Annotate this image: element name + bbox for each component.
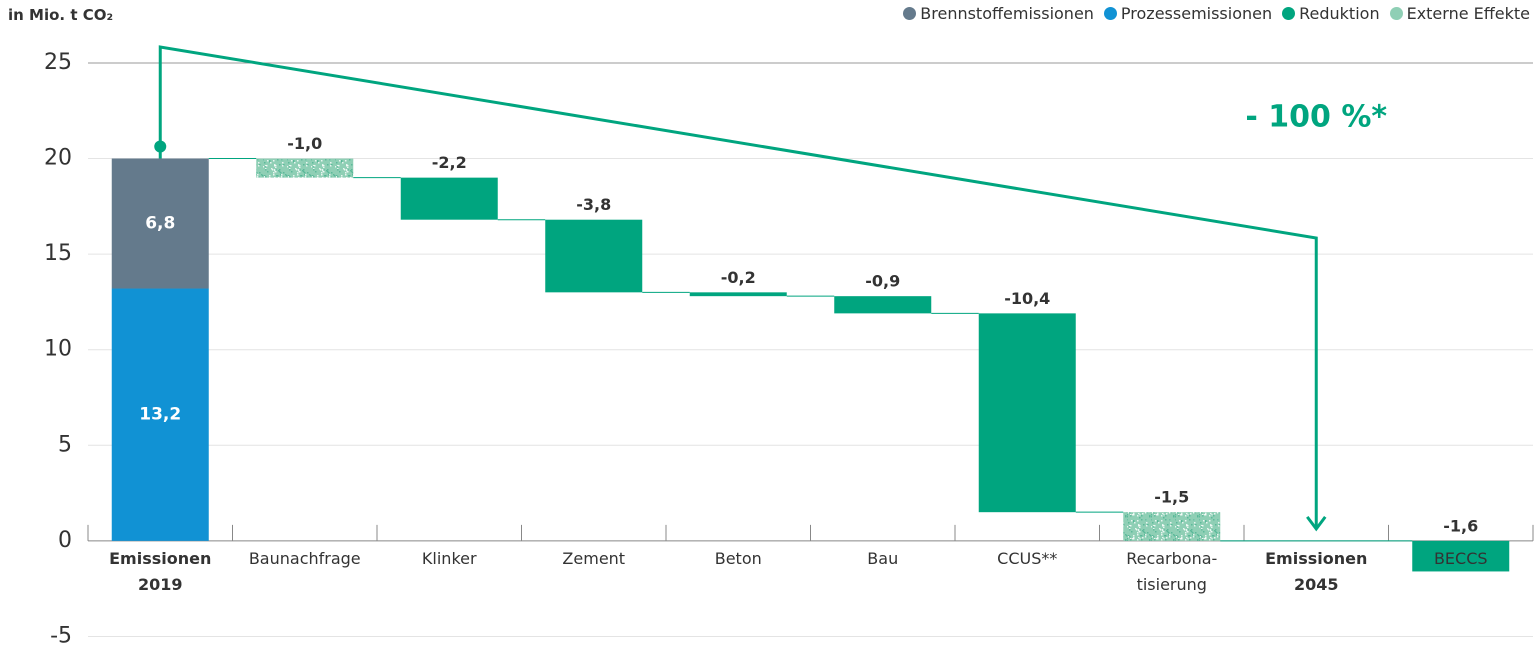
legend-item: Prozessemissionen: [1103, 4, 1273, 23]
y-tick-label: 0: [58, 528, 72, 553]
data-label: -1,0: [287, 134, 322, 153]
x-tick-label: Emissionen 2019: [109, 549, 212, 594]
data-label: -0,9: [865, 272, 900, 291]
y-tick-label: 25: [44, 50, 72, 75]
bar: [834, 296, 932, 314]
legend-swatch: [1282, 7, 1296, 20]
bar-segment: [111, 158, 209, 289]
y-tick-label: 20: [44, 146, 72, 171]
bar: [545, 219, 643, 293]
data-label: -1,5: [1154, 488, 1189, 507]
x-tick-label: Recarbona-tisierung: [1126, 549, 1218, 594]
data-label: -1,6: [1443, 516, 1478, 535]
data-label: 6,8: [145, 214, 175, 234]
data-label: -3,8: [576, 195, 611, 214]
x-tick-label: Emissionen 2045: [1265, 549, 1368, 594]
y-tick-label: -5: [50, 623, 72, 646]
legend-swatch: [1103, 7, 1117, 20]
data-label: -10,4: [1004, 289, 1050, 308]
bar-segment: [111, 288, 209, 541]
legend-label: Reduktion: [1299, 4, 1380, 23]
data-label: -2,2: [432, 153, 467, 172]
legend: Brennstoffemissionen Prozessemissionen Red…: [903, 4, 1530, 23]
bar: [256, 158, 354, 178]
bar: [1123, 512, 1221, 541]
x-tick-label: Beton: [714, 549, 762, 568]
bar: [400, 177, 498, 220]
legend-swatch: [1389, 7, 1403, 20]
x-tick-label: Bau: [867, 549, 899, 568]
data-label: -0,2: [721, 268, 756, 287]
legend-item: Brennstoffemissionen: [903, 4, 1094, 23]
legend-label: Prozessemissionen: [1120, 4, 1273, 23]
annotation: - 100 %*: [1245, 100, 1387, 135]
bar: [1412, 540, 1510, 572]
y-tick-label: 10: [44, 337, 72, 362]
arrow-start: [154, 140, 167, 153]
arrow-head: [1306, 515, 1327, 532]
x-tick-label: CCUS**: [997, 549, 1058, 568]
reduction-arrow: [158, 45, 1318, 529]
legend-item: Reduktion: [1282, 4, 1380, 23]
legend-label: Externe Effekte: [1406, 4, 1530, 23]
y-tick-label: 5: [58, 432, 72, 457]
y-tick-label: 15: [44, 241, 72, 266]
data-label: 13,2: [139, 405, 181, 425]
legend-item: Externe Effekte: [1389, 4, 1530, 23]
legend-label: Brennstoffemissionen: [920, 4, 1094, 23]
bar: [978, 313, 1076, 513]
legend-swatch: [903, 7, 917, 20]
x-tick-label: Baunachfrage: [248, 549, 361, 568]
x-tick-label: BECCS: [1433, 549, 1488, 568]
bar: [689, 292, 787, 297]
x-tick-label: Zement: [562, 549, 626, 568]
x-tick-label: Klinker: [421, 549, 477, 568]
y-axis-label: in Mio. t CO₂: [8, 6, 114, 24]
